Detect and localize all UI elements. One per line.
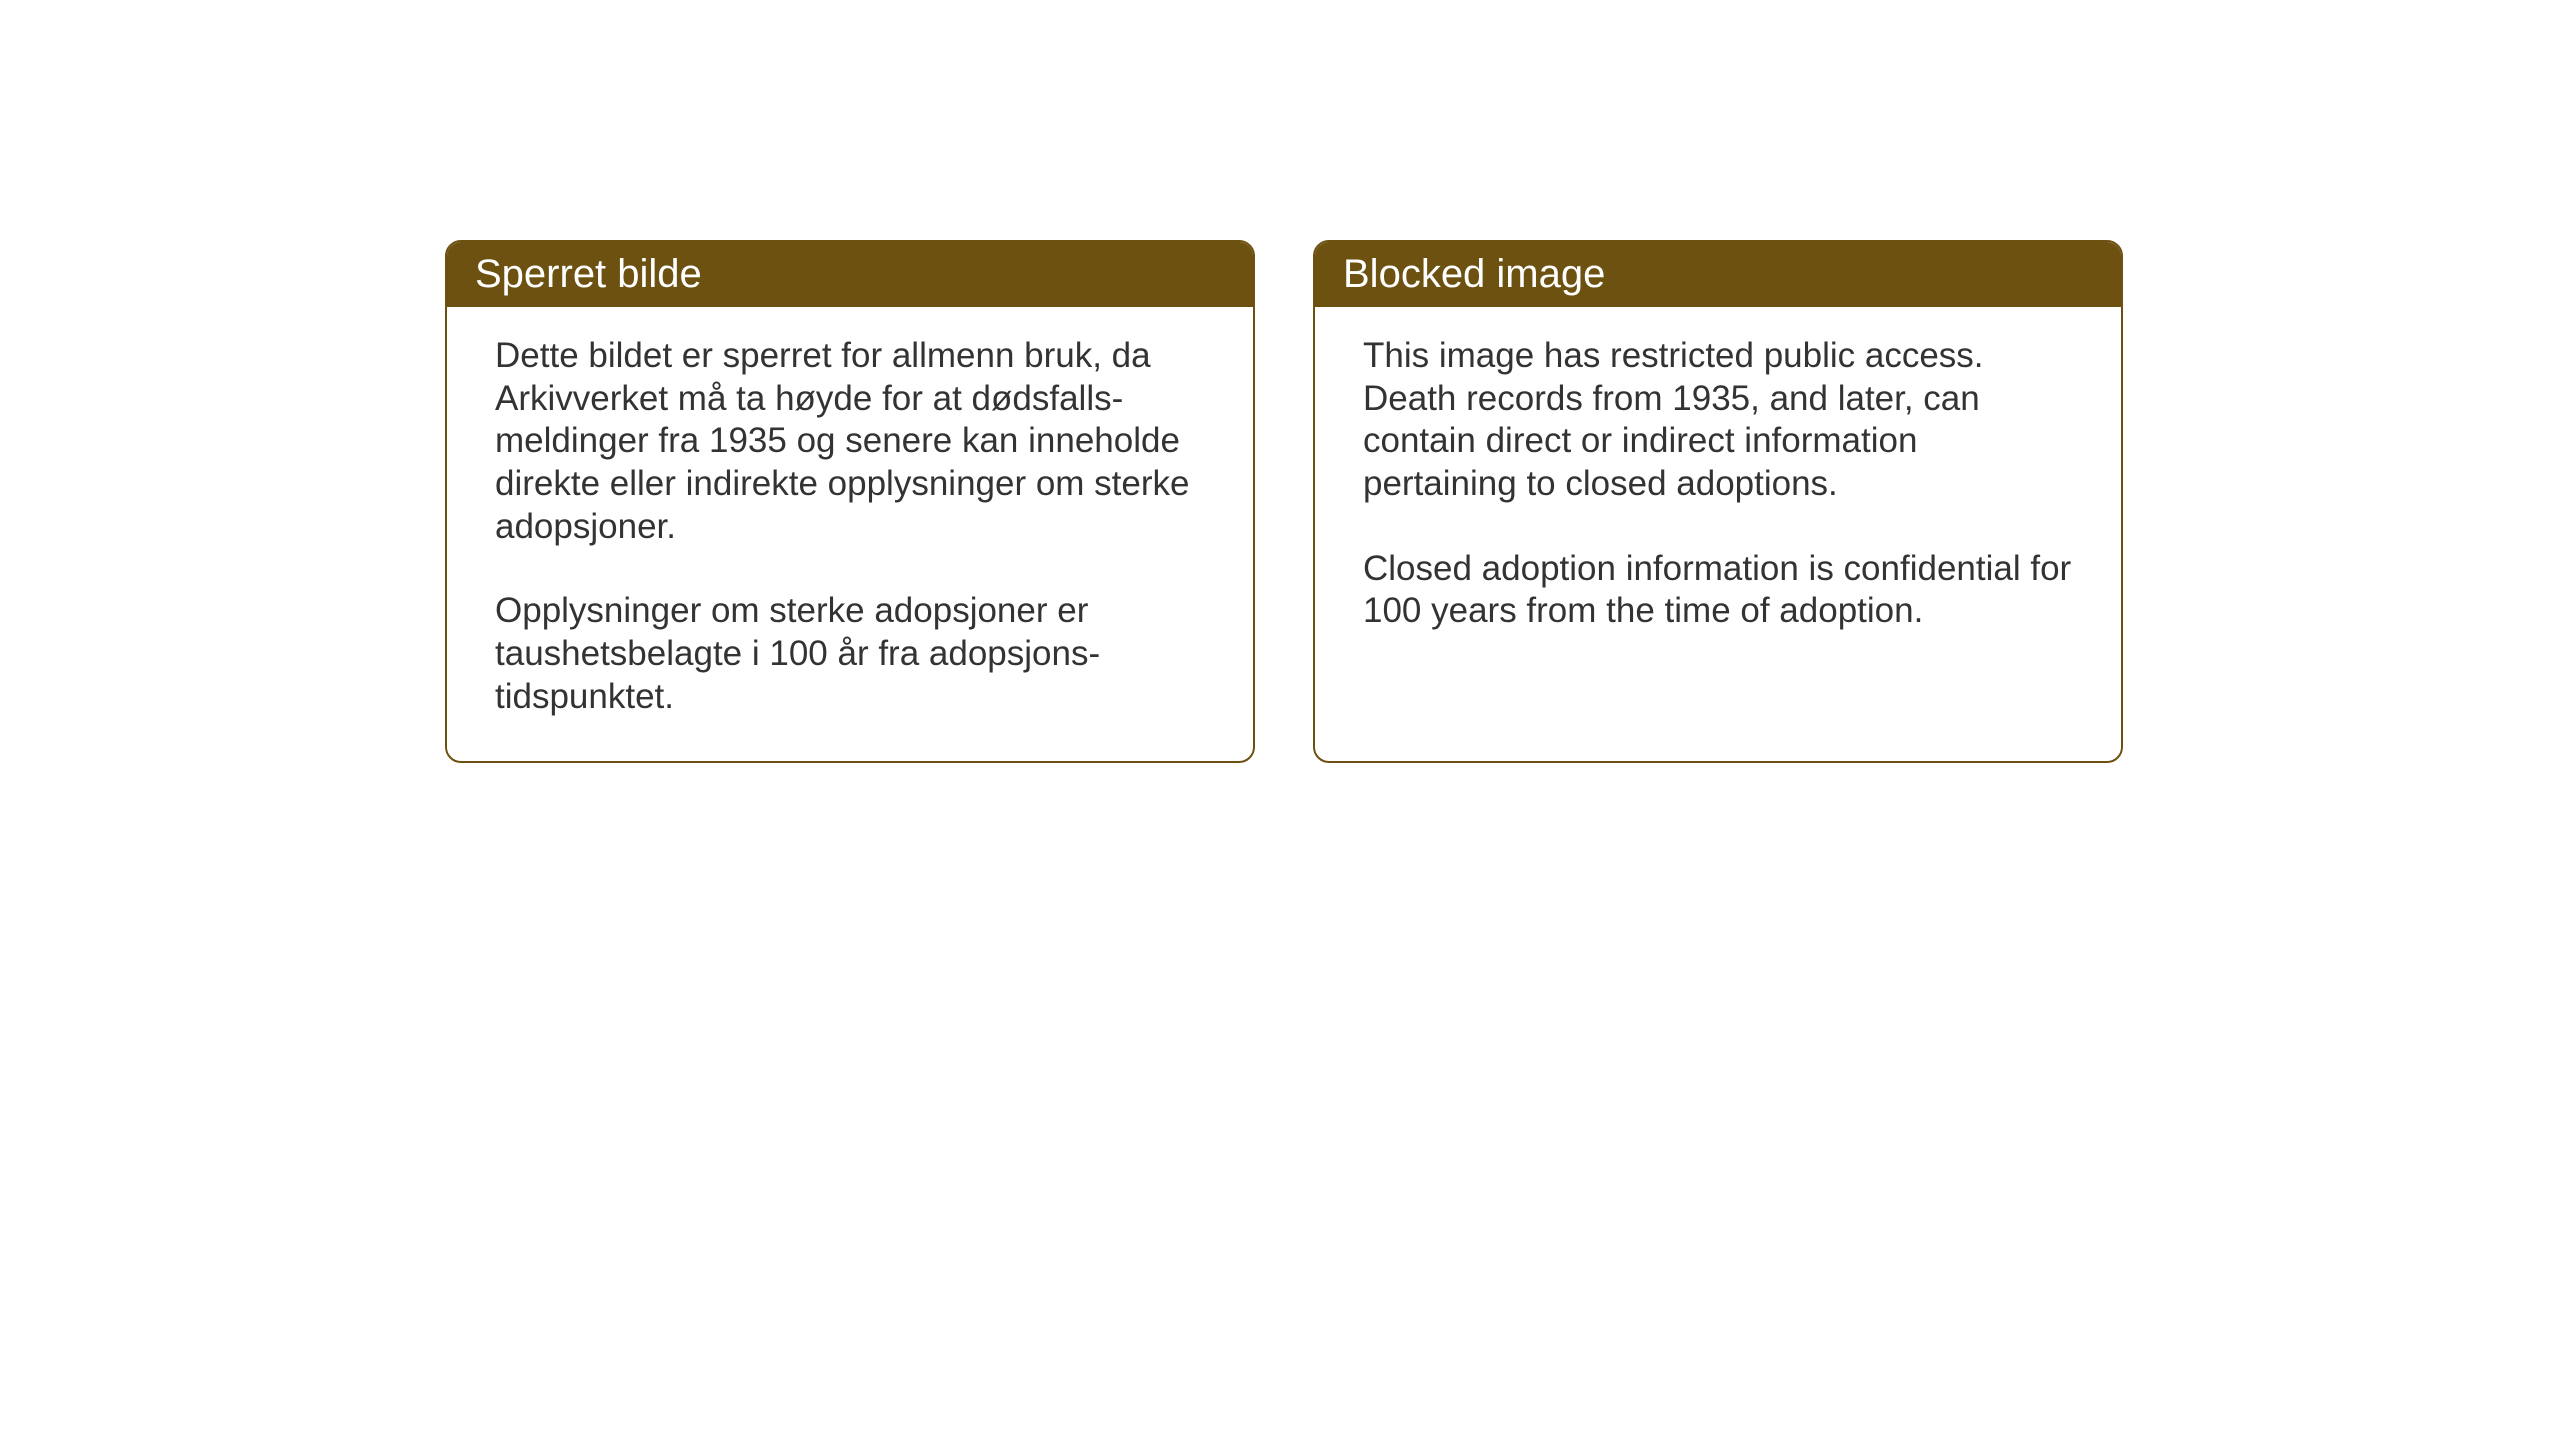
card-title-norwegian: Sperret bilde — [475, 252, 702, 296]
card-header-english: Blocked image — [1315, 242, 2121, 307]
card-body-english: This image has restricted public access.… — [1315, 307, 2121, 747]
card-english: Blocked image This image has restricted … — [1313, 240, 2123, 763]
card-body-norwegian: Dette bildet er sperret for allmenn bruk… — [447, 307, 1253, 761]
card-paragraph-2-norwegian: Opplysninger om sterke adopsjoner er tau… — [495, 590, 1205, 718]
cards-container: Sperret bilde Dette bildet er sperret fo… — [445, 240, 2123, 763]
card-norwegian: Sperret bilde Dette bildet er sperret fo… — [445, 240, 1255, 763]
card-paragraph-2-english: Closed adoption information is confident… — [1363, 548, 2073, 633]
card-paragraph-1-english: This image has restricted public access.… — [1363, 335, 2073, 506]
card-paragraph-1-norwegian: Dette bildet er sperret for allmenn bruk… — [495, 335, 1205, 548]
card-header-norwegian: Sperret bilde — [447, 242, 1253, 307]
card-title-english: Blocked image — [1343, 252, 1605, 296]
